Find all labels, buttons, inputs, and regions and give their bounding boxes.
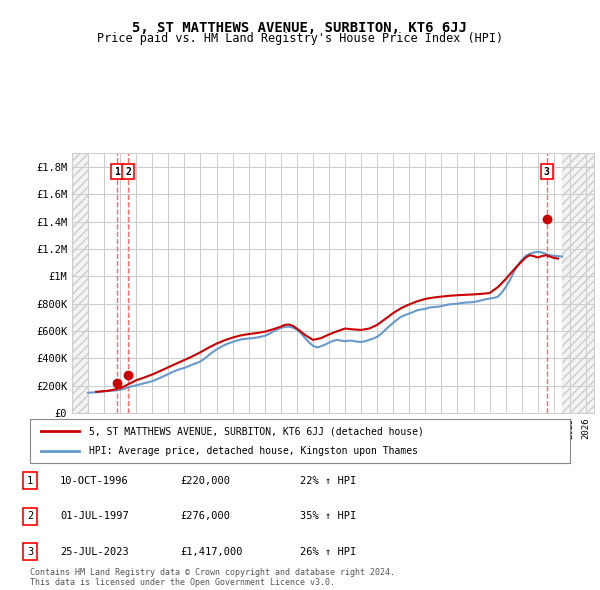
Text: 25-JUL-2023: 25-JUL-2023 bbox=[60, 547, 129, 556]
Text: 3: 3 bbox=[544, 166, 550, 176]
Bar bbox=[72, 153, 88, 413]
Text: £1,417,000: £1,417,000 bbox=[180, 547, 242, 556]
Text: 3: 3 bbox=[27, 547, 33, 556]
Text: 01-JUL-1997: 01-JUL-1997 bbox=[60, 512, 129, 521]
Bar bbox=[72, 153, 88, 413]
Text: HPI: Average price, detached house, Kingston upon Thames: HPI: Average price, detached house, King… bbox=[89, 446, 418, 455]
Text: 2: 2 bbox=[27, 512, 33, 521]
Text: 1: 1 bbox=[114, 166, 119, 176]
Text: £220,000: £220,000 bbox=[180, 476, 230, 486]
Text: 5, ST MATTHEWS AVENUE, SURBITON, KT6 6JJ: 5, ST MATTHEWS AVENUE, SURBITON, KT6 6JJ bbox=[133, 21, 467, 35]
Text: 35% ↑ HPI: 35% ↑ HPI bbox=[300, 512, 356, 521]
Text: 5, ST MATTHEWS AVENUE, SURBITON, KT6 6JJ (detached house): 5, ST MATTHEWS AVENUE, SURBITON, KT6 6JJ… bbox=[89, 427, 424, 436]
Text: 1: 1 bbox=[27, 476, 33, 486]
Text: 22% ↑ HPI: 22% ↑ HPI bbox=[300, 476, 356, 486]
Bar bbox=[562, 153, 594, 413]
Text: Contains HM Land Registry data © Crown copyright and database right 2024.
This d: Contains HM Land Registry data © Crown c… bbox=[30, 568, 395, 587]
Text: Price paid vs. HM Land Registry's House Price Index (HPI): Price paid vs. HM Land Registry's House … bbox=[97, 32, 503, 45]
Text: 2: 2 bbox=[125, 166, 131, 176]
Text: 26% ↑ HPI: 26% ↑ HPI bbox=[300, 547, 356, 556]
Text: £276,000: £276,000 bbox=[180, 512, 230, 521]
Text: 10-OCT-1996: 10-OCT-1996 bbox=[60, 476, 129, 486]
Bar bbox=[562, 153, 594, 413]
